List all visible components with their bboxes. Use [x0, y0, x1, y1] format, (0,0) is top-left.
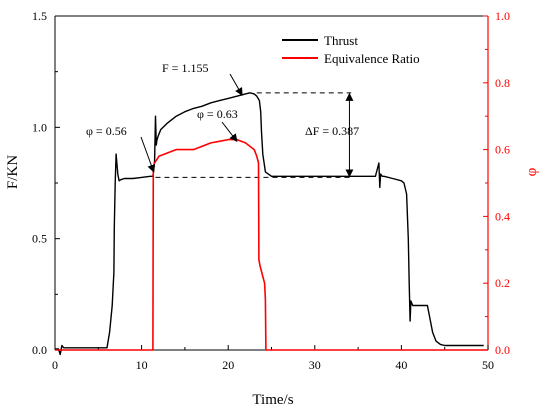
y-right-tick-label: 0.6 [495, 143, 510, 157]
x-tick-label: 30 [309, 358, 321, 372]
legend: Thrust Equivalence Ratio [282, 33, 420, 66]
arrow-peak-phi [221, 121, 238, 143]
y-right-tick-label: 0.2 [495, 276, 510, 290]
y-axis-right-title: φ [524, 167, 540, 176]
annotation-peak-thrust: F = 1.155 [162, 61, 208, 75]
arrow-peak-thrust [229, 73, 243, 96]
annotation-delta-thrust: ΔF = 0.387 [305, 124, 359, 138]
x-tick-label: 50 [482, 358, 494, 372]
x-tick-label: 0 [52, 358, 58, 372]
y-left-tick-label: 1.5 [32, 9, 47, 23]
legend-label-equivalence-ratio: Equivalence Ratio [324, 51, 420, 66]
y-axis-left-title: F/KN [5, 155, 21, 189]
x-tick-label: 40 [395, 358, 407, 372]
y-left-tick-label: 0.0 [32, 343, 47, 357]
series-line-equivalence-ratio [55, 138, 488, 351]
arrow-start-phi [140, 136, 156, 173]
legend-label-thrust: Thrust [324, 33, 358, 48]
y-right-tick-label: 0.0 [495, 343, 510, 357]
y-right-tick-label: 0.4 [495, 209, 510, 223]
y-right-tick-label: 0.8 [495, 76, 510, 90]
y-right-tick-label: 1.0 [495, 9, 510, 23]
x-tick-label: 10 [136, 358, 148, 372]
annotation-start-phi: φ = 0.56 [86, 124, 127, 138]
x-axis-title: Time/s [252, 392, 293, 408]
y-left-tick-label: 1.0 [32, 120, 47, 134]
series-line-thrust [55, 92, 484, 356]
x-tick-label: 20 [222, 358, 234, 372]
y-left-tick-label: 0.5 [32, 232, 47, 246]
annotation-peak-phi: φ = 0.63 [197, 107, 238, 121]
